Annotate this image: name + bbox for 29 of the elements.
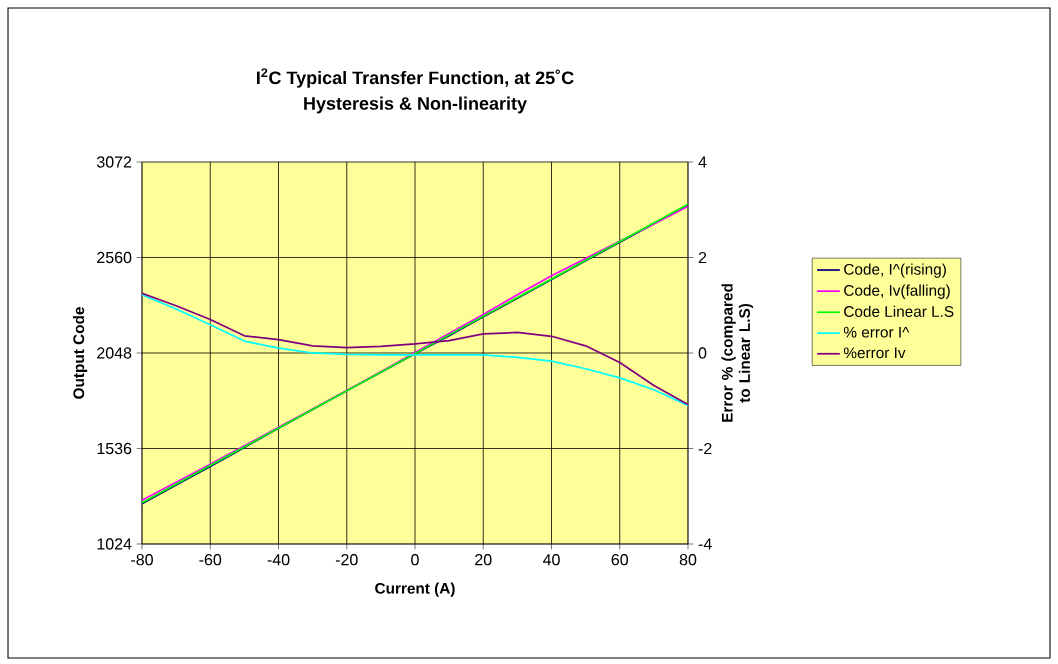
y2-tick-label: -2 [698, 442, 712, 455]
legend-label: Code, Iv(falling) [844, 284, 950, 299]
y-tick-label: 2048 [97, 347, 132, 359]
chart-title: I$^{2}$C Typical Transfer Function, at 25˚C [257, 68, 574, 88]
y2-tick-label: 0 [698, 347, 707, 359]
y2-axis-title: Error % (compared to Linear L.S) [721, 284, 754, 422]
y2-tick-label: 2 [698, 251, 707, 264]
y2-tick-label: -4 [698, 538, 712, 550]
legend-label: Code Linear L.S [844, 305, 954, 317]
x-tick-label: 60 [611, 554, 629, 566]
x-tick-label: -60 [199, 554, 222, 566]
legend-label: % error I^ [843, 326, 910, 338]
x-tick-label: 80 [679, 554, 697, 566]
x-tick-label: -40 [267, 554, 290, 566]
y-tick-label: 3072 [96, 156, 132, 168]
y-axis-title: Output Code [72, 307, 88, 399]
x-tick-label: 40 [542, 554, 560, 566]
x-tick-label: -80 [131, 554, 153, 566]
x-tick-label: 20 [475, 554, 492, 566]
x-tick-label: -20 [335, 554, 358, 566]
chart-subtitle: Hysteresis & Non-linearity [304, 96, 527, 114]
y2-tick-label: 4 [698, 156, 707, 168]
legend-label: %error Iv [843, 347, 906, 359]
legend-label: Code, I^(rising) [844, 263, 946, 278]
x-axis-title: Current (A) [375, 582, 455, 597]
y-tick-label: 1024 [97, 538, 132, 550]
y-tick-label: 2560 [97, 251, 132, 264]
x-tick-label: 0 [411, 554, 419, 566]
y-tick-label: 1536 [97, 442, 132, 455]
